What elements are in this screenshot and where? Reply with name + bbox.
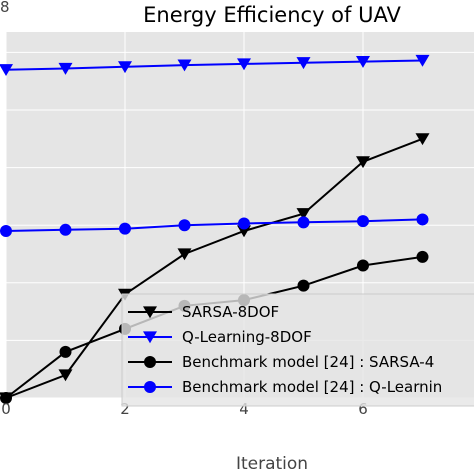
grid <box>5 32 474 399</box>
data-point <box>357 215 369 228</box>
series-line <box>5 59 423 71</box>
series-line <box>5 137 423 399</box>
data-point <box>296 57 311 70</box>
legend-marker <box>144 356 156 368</box>
data-point <box>118 61 132 74</box>
data-point <box>416 250 429 263</box>
data-point <box>0 64 13 76</box>
legend-label: SARSA-8DOF <box>182 303 279 321</box>
x-tick-labels: 0 2 4 6 <box>1 400 368 418</box>
legend-marker <box>143 331 157 344</box>
data-point <box>59 345 72 358</box>
x-tick-label: 2 <box>120 400 130 418</box>
x-tick-label: 0 <box>1 400 11 418</box>
legend-label: Q-Learning-8DOF <box>182 328 312 346</box>
data-point <box>357 259 369 272</box>
legend-label: Benchmark model [24] : Q-Learnin <box>182 378 442 396</box>
series-line <box>5 218 423 232</box>
legend: SARSA-8DOF Q-Learning-8DOF Benchmark model… <box>121 293 474 407</box>
legend-box <box>121 293 474 407</box>
series-2 <box>0 54 430 76</box>
data-point <box>58 369 73 382</box>
y-tick-label: 8 <box>0 0 10 16</box>
data-point <box>415 133 430 146</box>
data-point <box>356 56 370 68</box>
legend-marker <box>143 306 157 319</box>
data-point <box>177 248 192 261</box>
data-point <box>58 62 73 75</box>
legend-marker <box>144 381 156 393</box>
data-point <box>178 219 191 232</box>
legend-label: Benchmark model [24] : SARSA-4 <box>182 353 434 371</box>
x-axis-label: Iteration <box>236 454 308 474</box>
x-tick-label: 4 <box>239 400 249 418</box>
data-point <box>238 217 250 230</box>
data-point <box>59 223 72 236</box>
data-point <box>119 222 131 235</box>
data-point <box>415 54 430 67</box>
series-4 <box>0 213 429 237</box>
series-1 <box>0 133 430 405</box>
data-point <box>0 224 12 237</box>
data-point <box>296 208 311 220</box>
data-point <box>0 392 12 404</box>
data-point <box>297 279 310 292</box>
data-point <box>356 156 370 169</box>
data-point <box>297 216 310 229</box>
data-point <box>416 213 429 226</box>
data-point <box>237 58 251 71</box>
data-point <box>177 59 192 72</box>
x-tick-label: 6 <box>358 400 368 418</box>
chart-title: Energy Efficiency of UAV <box>143 3 401 27</box>
y-tick-labels: 8 <box>0 0 10 16</box>
